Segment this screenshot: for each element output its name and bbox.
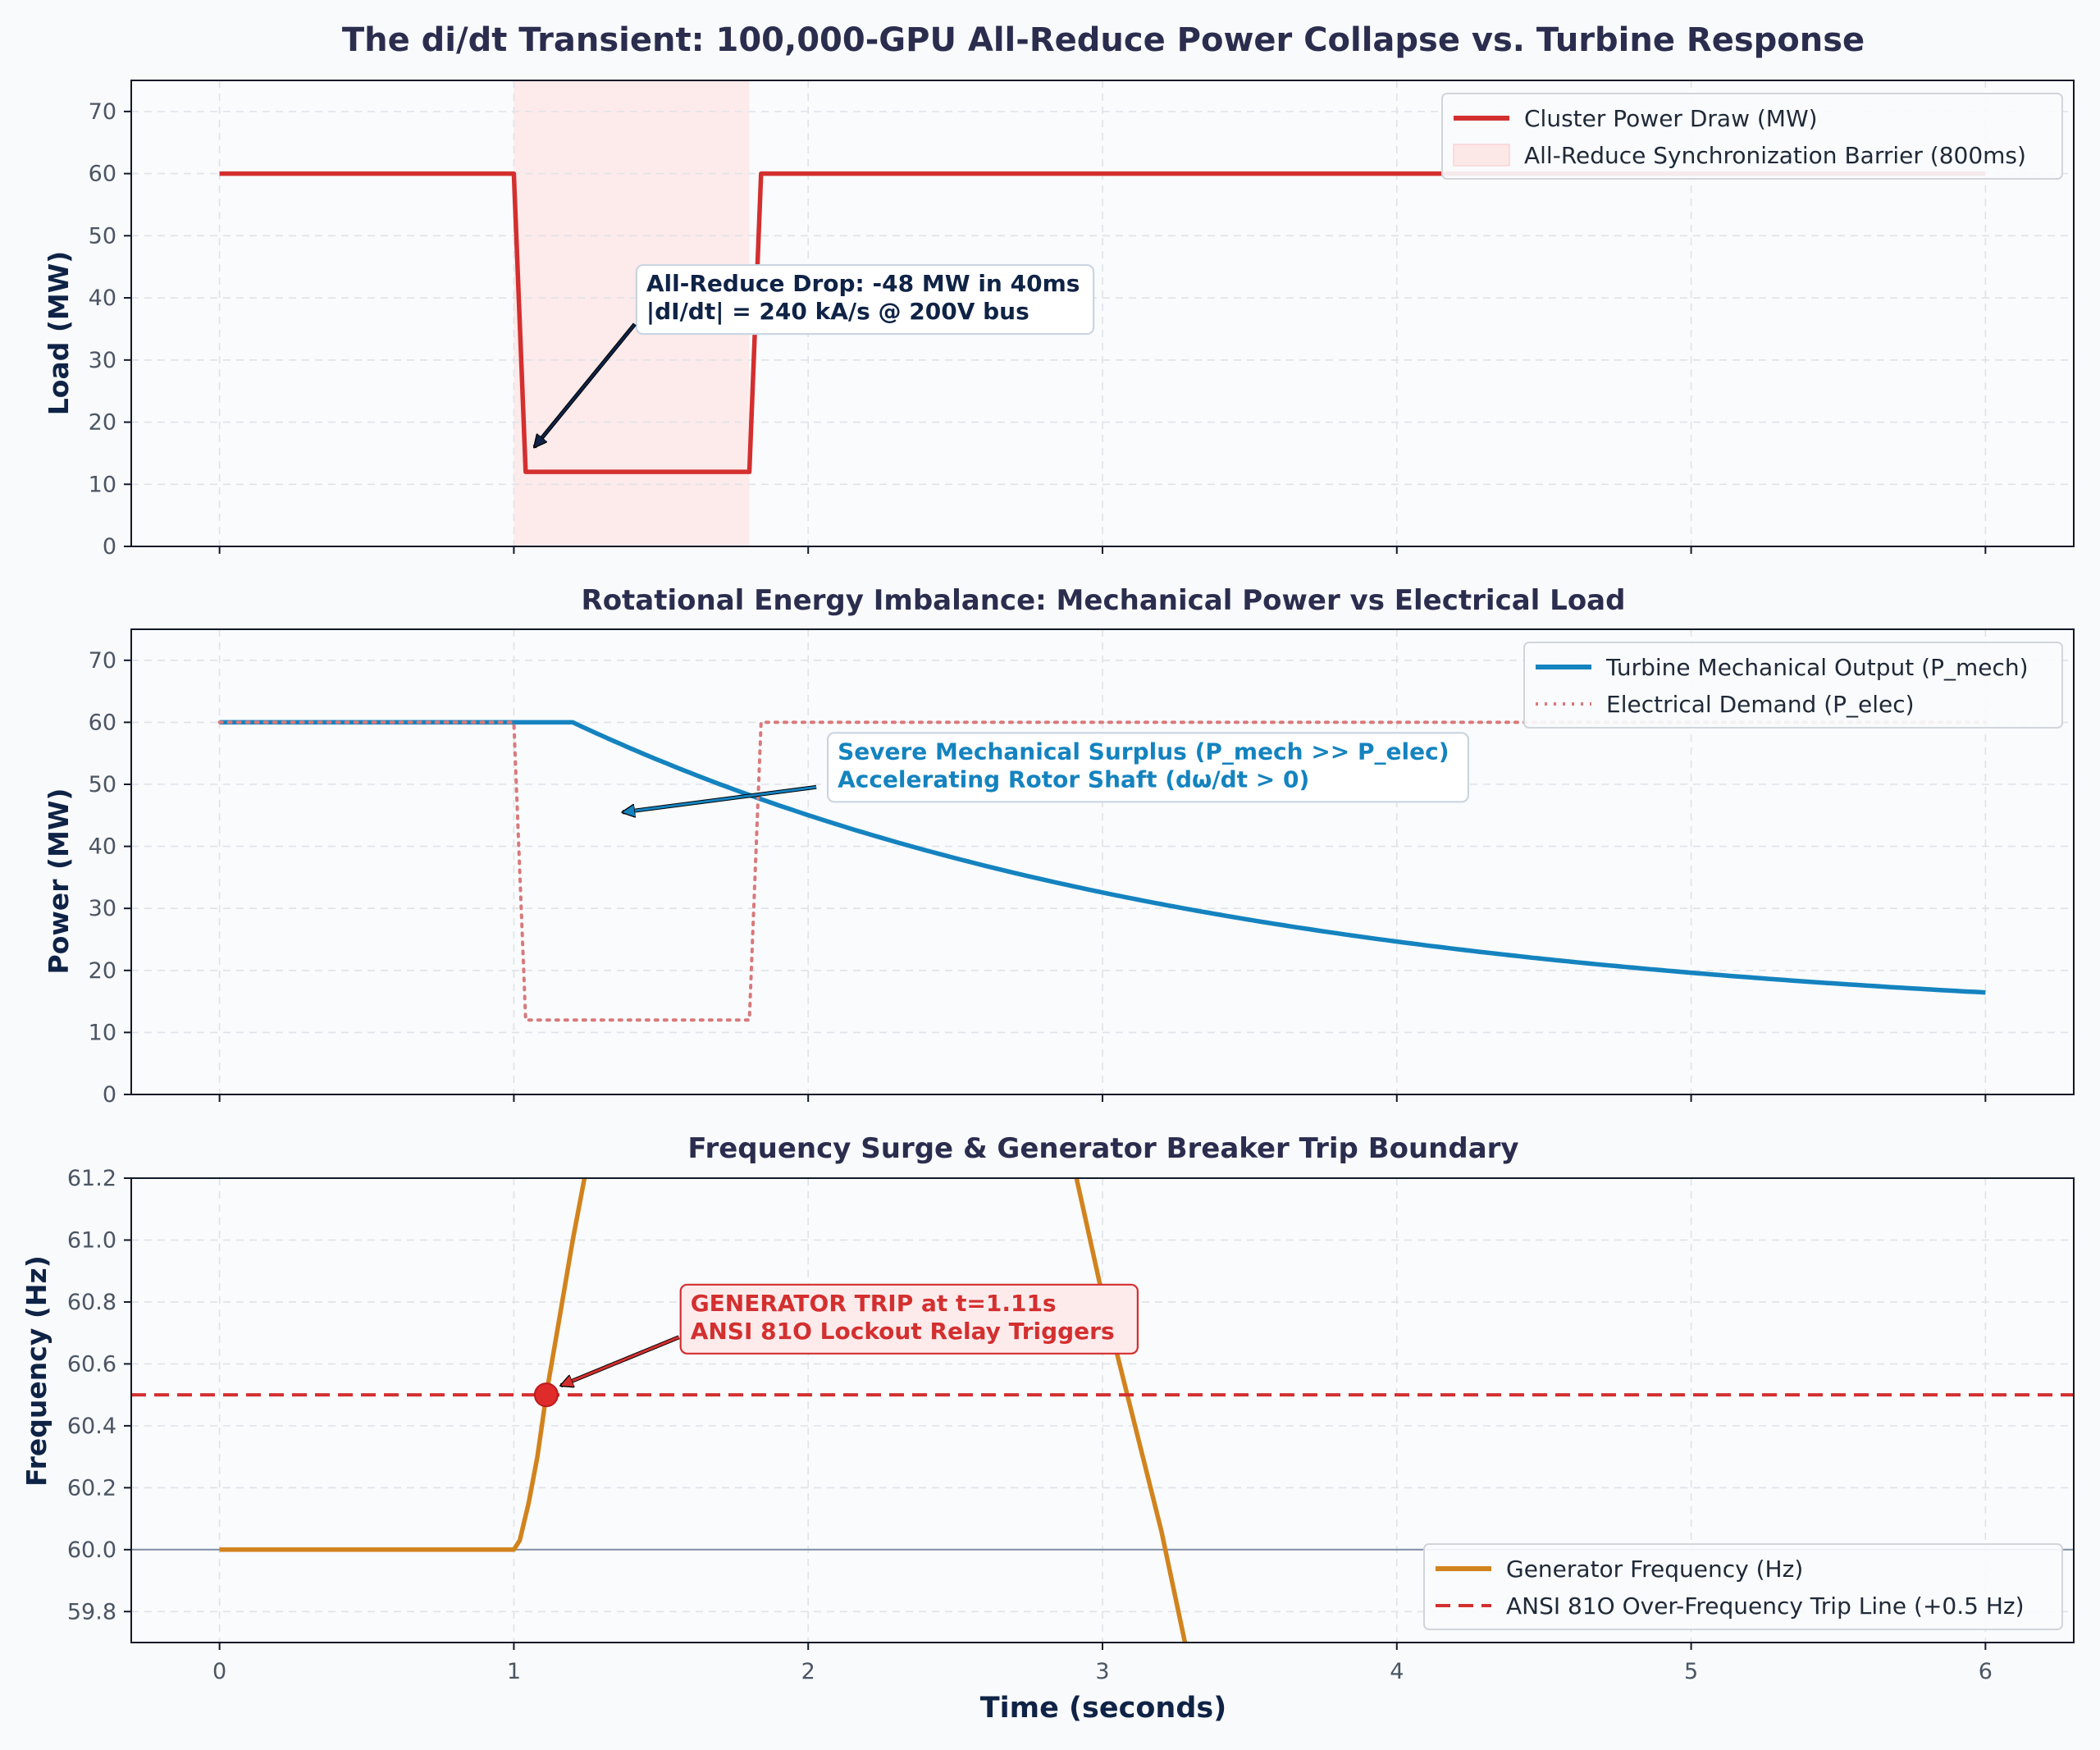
frequency-annotation-line-2: ANSI 81O Lockout Relay Triggers bbox=[691, 1318, 1115, 1345]
power-y-tick-label-60: 60 bbox=[89, 710, 116, 735]
load-legend-label-cluster-power-draw-mw: Cluster Power Draw (MW) bbox=[1524, 105, 1818, 132]
x-tick-label-0: 0 bbox=[212, 1659, 226, 1684]
load-axes-frame bbox=[130, 80, 2075, 547]
x-axis-label: Time (seconds) bbox=[980, 1692, 1226, 1725]
frequency-legend-label-generator-frequency-hz: Generator Frequency (Hz) bbox=[1506, 1556, 1803, 1583]
load-y-tick-label-20: 20 bbox=[89, 410, 116, 436]
frequency-legend-box bbox=[1423, 1543, 2063, 1630]
frequency-y-tick-label-60-4: 60.4 bbox=[67, 1414, 116, 1439]
load-legend-label-all-reduce-synchronization-barrier-800ms: All-Reduce Synchronization Barrier (800m… bbox=[1524, 142, 2026, 169]
figure-title: The di/dt Transient: 100,000-GPU All-Red… bbox=[342, 21, 1865, 59]
load-annotation-box bbox=[635, 263, 1095, 336]
load-y-axis-label: Load (MW) bbox=[43, 251, 75, 415]
power-series-group bbox=[217, 720, 1988, 1022]
frequency-annotation-arrow bbox=[561, 1336, 680, 1386]
power-y-tick-label-30: 30 bbox=[89, 896, 116, 921]
frequency-y-tick-label-60-0: 60.0 bbox=[67, 1538, 116, 1563]
power-y-tick-label-0: 0 bbox=[103, 1082, 116, 1108]
load-annotation-line-1: All-Reduce Drop: -48 MW in 40ms bbox=[646, 270, 1080, 297]
trip-point-marker bbox=[533, 1382, 559, 1408]
load-y-tick-label-40: 40 bbox=[89, 286, 116, 311]
power-legend-label-electrical-demand-p-elec: Electrical Demand (P_elec) bbox=[1606, 691, 1915, 718]
frequency-y-tick-label-61-0: 61.0 bbox=[67, 1227, 116, 1253]
load-legend-swatch-all-reduce-synchronization-barrier-800ms bbox=[1453, 144, 1510, 167]
load-series-group bbox=[219, 171, 1986, 474]
x-tick-label-3: 3 bbox=[1095, 1659, 1109, 1684]
frequency-axes-frame bbox=[130, 1177, 2075, 1643]
power-y-tick-label-10: 10 bbox=[89, 1020, 116, 1045]
frequency-series-group bbox=[131, 1178, 2074, 1643]
power-legend-label-turbine-mechanical-output-p-mech: Turbine Mechanical Output (P_mech) bbox=[1605, 654, 2029, 681]
x-tick-label-1: 1 bbox=[507, 1659, 521, 1684]
power-axes-frame bbox=[130, 628, 2075, 1095]
power-y-tick-label-50: 50 bbox=[89, 772, 116, 797]
load-legend: Cluster Power Draw (MW) All-Reduce Synchr… bbox=[1441, 93, 2063, 180]
power-annotation-line-1: Severe Mechanical Surplus (P_mech >> P_e… bbox=[838, 738, 1449, 765]
frequency-y-tick-label-60-6: 60.6 bbox=[67, 1351, 116, 1377]
load-legend-box bbox=[1441, 93, 2063, 180]
load-panel: Load (MW) 0 10 20 30 40 50 60 70 All-Reduce Drop… bbox=[43, 80, 2075, 560]
frequency-annotation-box bbox=[679, 1283, 1139, 1355]
frequency-annotation-line-1: GENERATOR TRIP at t=1.11s bbox=[691, 1290, 1057, 1317]
power-y-axis-label: Power (MW) bbox=[43, 788, 75, 975]
power-annotation-arrow bbox=[623, 785, 817, 812]
power-panel-title: Rotational Energy Imbalance: Mechanical … bbox=[582, 584, 1626, 617]
frequency-y-axis-label: Frequency (Hz) bbox=[21, 1255, 52, 1487]
power-panel: Rotational Energy Imbalance: Mechanical … bbox=[43, 584, 2075, 1108]
load-series-cluster-power-draw-mw bbox=[219, 171, 1986, 474]
frequency-y-tick-label-61-2: 61.2 bbox=[67, 1166, 116, 1191]
power-series-turbine-mechanical-output-p-mech bbox=[219, 720, 1986, 995]
frequency-legend-label-ansi-81o-over-frequency-trip-line-0-5-hz: ANSI 81O Over-Frequency Trip Line (+0.5 … bbox=[1506, 1592, 2025, 1620]
power-annotation-box bbox=[826, 732, 1469, 803]
load-y-tick-label-70: 70 bbox=[89, 99, 116, 125]
frequency-y-tick-label-60-8: 60.8 bbox=[67, 1290, 116, 1315]
load-y-tick-label-60: 60 bbox=[89, 162, 116, 187]
load-y-tick-label-30: 30 bbox=[89, 348, 116, 373]
x-tick-label-4: 4 bbox=[1390, 1659, 1404, 1684]
power-annotation-line-2: Accelerating Rotor Shaft (dω/dt > 0) bbox=[838, 765, 1309, 793]
frequency-y-tick-label-59-8: 59.8 bbox=[67, 1599, 116, 1624]
x-tick-label-2: 2 bbox=[801, 1659, 815, 1684]
frequency-legend: Generator Frequency (Hz) ANSI 81O Over-Fr… bbox=[1423, 1543, 2063, 1630]
load-y-tick-label-50: 50 bbox=[89, 223, 116, 249]
power-y-tick-label-70: 70 bbox=[89, 648, 116, 674]
power-legend-box bbox=[1523, 642, 2063, 729]
load-y-tick-label-0: 0 bbox=[103, 534, 116, 560]
power-y-tick-label-40: 40 bbox=[89, 834, 116, 860]
x-tick-label-5: 5 bbox=[1684, 1659, 1698, 1684]
load-annotation-line-2: |dI/dt| = 240 kA/s @ 200V bus bbox=[646, 298, 1029, 325]
frequency-panel-title: Frequency Surge & Generator Breaker Trip… bbox=[687, 1132, 1518, 1165]
load-y-tick-label-10: 10 bbox=[89, 472, 116, 497]
power-y-tick-label-20: 20 bbox=[89, 958, 116, 984]
power-series-electrical-demand-p-elec bbox=[217, 720, 1988, 1022]
load-annotation-arrow bbox=[535, 323, 637, 447]
power-legend: Turbine Mechanical Output (P_mech) Electr… bbox=[1523, 642, 2063, 729]
frequency-y-tick-label-60-2: 60.2 bbox=[67, 1475, 116, 1501]
frequency-panel: Frequency Surge & Generator Breaker Trip… bbox=[21, 1132, 2075, 1725]
x-tick-label-6: 6 bbox=[1979, 1659, 1993, 1684]
